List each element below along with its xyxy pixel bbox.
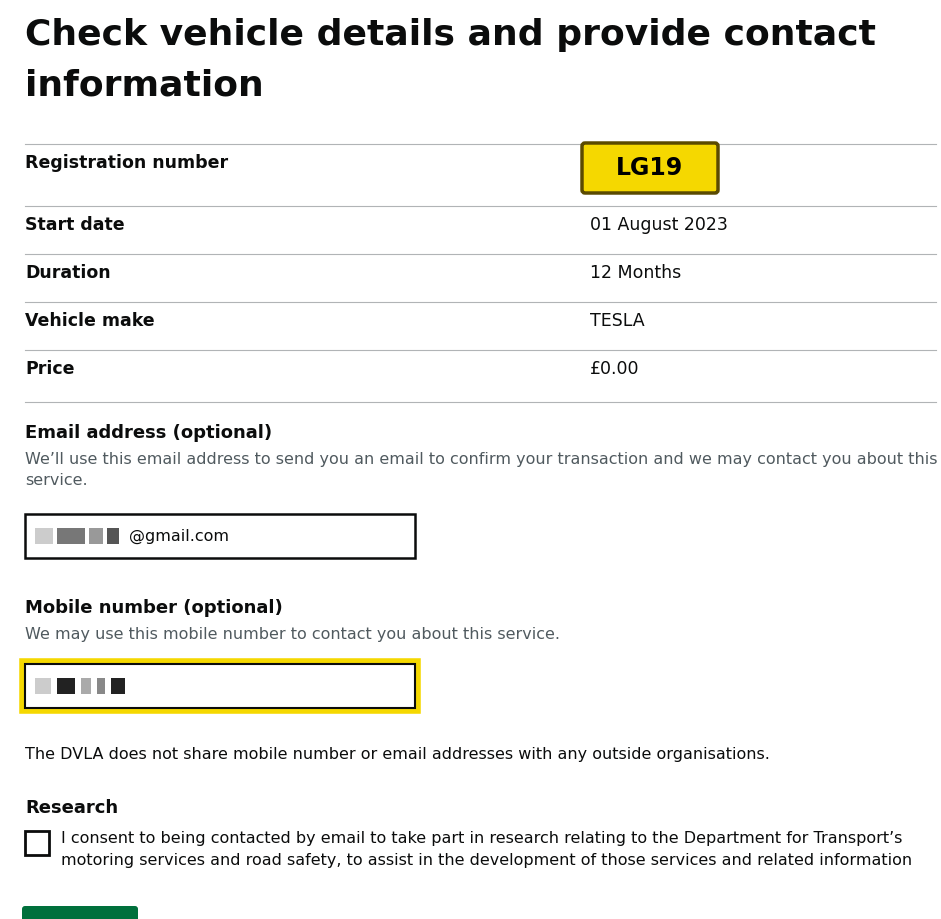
Bar [25,664,415,708]
Text: The DVLA does not share mobile number or email addresses with any outside organi: The DVLA does not share mobile number or… [25,747,770,762]
Text: We may use this mobile number to contact you about this service.: We may use this mobile number to contact… [25,627,560,642]
Bar [57,678,75,694]
Text: Research: Research [25,799,119,817]
FancyBboxPatch shape [582,143,718,193]
Text: £0.00: £0.00 [590,360,640,378]
Bar [25,831,49,855]
Text: Duration: Duration [25,264,111,282]
FancyBboxPatch shape [22,906,138,919]
Text: Vehicle make: Vehicle make [25,312,154,330]
Text: Mobile number (optional): Mobile number (optional) [25,599,282,617]
Text: 01 August 2023: 01 August 2023 [590,216,728,234]
Text: information: information [25,68,263,102]
Text: 12 Months: 12 Months [590,264,681,282]
Text: Check vehicle details and provide contact: Check vehicle details and provide contac… [25,18,876,52]
Bar [35,528,53,544]
Text: I consent to being contacted by email to take part in research relating to the D: I consent to being contacted by email to… [61,831,912,868]
Bar [25,514,415,558]
Bar [107,528,119,544]
Bar [35,678,51,694]
Bar [89,528,103,544]
Text: LG19: LG19 [616,156,683,180]
Bar [111,678,125,694]
Bar [97,678,105,694]
Text: We’ll use this email address to send you an email to confirm your transaction an: We’ll use this email address to send you… [25,452,937,488]
Text: Email address (optional): Email address (optional) [25,424,272,442]
Text: Registration number: Registration number [25,154,228,172]
Text: Start date: Start date [25,216,124,234]
Bar [81,678,91,694]
Text: @gmail.com: @gmail.com [129,528,229,544]
Text: TESLA: TESLA [590,312,645,330]
Bar [22,661,418,711]
Bar [57,528,85,544]
Text: Price: Price [25,360,74,378]
